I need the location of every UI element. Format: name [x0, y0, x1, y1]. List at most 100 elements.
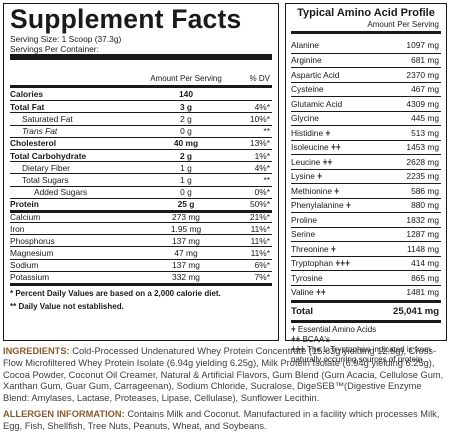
allergen-text: Contains Milk and Coconut. Manufactured … — [3, 409, 440, 431]
nutrient-amount: 25 g — [177, 199, 195, 210]
nutrient-name: Magnesium — [10, 248, 54, 259]
amino-value: 414 mg — [411, 258, 439, 269]
note-tryptophan: ǂǂǂ The L-Tryptophan indicated is from n… — [291, 345, 431, 364]
nutrient-row: Sodium 137 mg 6%* — [10, 258, 272, 271]
nutrient-row: Calcium 273 mg 21%* — [10, 209, 272, 223]
amino-name: Cysteine — [291, 84, 324, 95]
nutrient-row: Saturated Fat 2 g 10%* — [10, 112, 272, 124]
amino-name: Glutamic Acid — [291, 98, 343, 109]
nutrient-name: Calcium — [10, 212, 41, 223]
nutrient-dv: 4%* — [254, 101, 270, 112]
amino-value: 681 mg — [411, 55, 439, 66]
amino-value: 1481 mg — [406, 287, 439, 298]
amino-total-value: 25,041 mg — [393, 305, 439, 317]
supplement-facts-panel: Supplement Facts Serving Size: 1 Scoop (… — [3, 3, 279, 341]
nutrient-amount: 3 g — [179, 101, 193, 112]
nutrient-name: Calories — [10, 89, 44, 100]
amino-row: Alanine 1097 mg — [291, 38, 441, 53]
nutrient-row: Potassium 332 mg 7%* — [10, 270, 272, 283]
amino-name: Tryptophan ǂǂǂ — [291, 258, 351, 269]
allergen-block: ALLERGEN INFORMATION: Contains Milk and … — [3, 409, 447, 433]
nutrient-name: Total Sugars — [22, 174, 69, 185]
divider-thick — [10, 54, 272, 60]
amino-rows: Alanine 1097 mg Arginine 681 mg Aspartic Aci… — [291, 38, 441, 299]
amino-row: Glycine 445 mg — [291, 110, 441, 126]
dv-header: % DV — [249, 74, 270, 83]
amino-value: 586 mg — [411, 185, 439, 196]
amino-notes: ǂ Essential Amino Acids ǂǂ BCAA's ǂǂǂ Th… — [291, 325, 441, 365]
nutrient-name: Iron — [10, 223, 25, 234]
footnote-not-established: ** Daily Value not established. — [10, 302, 124, 311]
amino-row: Valine ǂǂ 1481 mg — [291, 284, 441, 300]
nutrient-amount: 2 g — [180, 113, 192, 124]
nutrient-row: Added Sugars 0 g 0%* — [10, 185, 272, 198]
amino-name: Valine ǂǂ — [291, 287, 326, 298]
nutrient-amount: 332 mg — [172, 272, 200, 283]
nutrient-name: Cholesterol — [10, 138, 57, 149]
amino-row: Glutamic Acid 4309 mg — [291, 96, 441, 111]
amino-name: Alanine — [291, 40, 319, 51]
amino-name: Lysine ǂ — [291, 171, 323, 182]
ingredients-block: INGREDIENTS: Cold-Processed Undenatured … — [3, 346, 447, 405]
amino-total-label: Total — [291, 305, 313, 317]
nutrient-name: Sodium — [10, 260, 39, 271]
nutrient-amount: 273 mg — [172, 212, 200, 223]
nutrient-row: Dietary Fiber 1 g 4%* — [10, 161, 272, 173]
ingredients-text: Cold-Processed Undenatured Whey Protein … — [3, 346, 444, 404]
nutrient-name: Saturated Fat — [22, 113, 73, 124]
amino-profile-title: Typical Amino Acid Profile — [297, 7, 435, 19]
nutrient-name: Phosphorus — [10, 235, 55, 246]
divider-medium — [291, 300, 441, 303]
nutrient-row: Iron 1.95 mg 11%* — [10, 222, 272, 234]
nutrient-row: Magnesium 47 mg 11%* — [10, 246, 272, 258]
divider-medium — [10, 283, 272, 286]
amino-row: Histidine ǂ 513 mg — [291, 125, 441, 140]
amino-value: 1453 mg — [406, 142, 439, 153]
nutrient-row: Protein 25 g 50%* — [10, 197, 272, 210]
nutrient-amount: 0 g — [180, 126, 192, 137]
nutrient-rows: Calories 140 Total Fat 3 g 4%* Saturated Fat 2… — [10, 88, 272, 283]
nutrient-name: Added Sugars — [34, 187, 88, 198]
nutrient-dv: 11%* — [250, 235, 270, 246]
amino-name: Aspartic Acid — [291, 69, 340, 80]
nutrient-amount: 40 mg — [173, 138, 199, 149]
amino-row: Isoleucine ǂǂ 1453 mg — [291, 139, 441, 155]
nutrient-dv: ** — [263, 126, 270, 137]
footnote-dv: * Percent Daily Values are based on a 2,… — [10, 289, 221, 298]
nutrient-dv: 21%* — [249, 212, 270, 223]
amino-name: Proline — [291, 214, 318, 225]
nutrient-name: Trans Fat — [22, 126, 58, 137]
amino-value: 4309 mg — [406, 98, 439, 109]
nutrient-name: Total Fat — [10, 101, 45, 112]
nutrient-amount: 0 g — [180, 187, 192, 198]
amino-value: 513 mg — [411, 127, 439, 138]
nutrient-dv: 11%* — [250, 248, 270, 259]
divider-medium — [10, 85, 272, 88]
amino-row: Threonine ǂ 1148 mg — [291, 241, 441, 256]
amino-row: Leucine ǂǂ 2628 mg — [291, 154, 441, 169]
nutrient-row: Total Sugars 1 g ** — [10, 173, 272, 185]
ingredients-label: INGREDIENTS: — [3, 346, 70, 356]
note-bcaa: ǂǂ BCAA's — [291, 335, 330, 344]
amino-value: 2370 mg — [406, 69, 439, 80]
amino-value: 1097 mg — [406, 40, 439, 51]
amino-value: 2628 mg — [406, 156, 439, 167]
amino-row: Serine 1287 mg — [291, 226, 441, 242]
amino-profile-subtitle: Amount Per Serving — [367, 20, 439, 29]
amino-value: 1148 mg — [407, 243, 439, 254]
nutrient-name: Potassium — [10, 272, 50, 283]
amino-name: Threonine ǂ — [291, 243, 336, 254]
amino-name: Histidine ǂ — [291, 127, 331, 138]
amino-value: 865 mg — [411, 272, 439, 283]
amino-name: Tyrosine — [291, 272, 323, 283]
nutrient-name: Total Carbohydrate — [10, 150, 87, 161]
amino-name: Arginine — [291, 55, 322, 66]
amino-row: Methionine ǂ 586 mg — [291, 183, 441, 198]
nutrient-amount: 2 g — [179, 150, 193, 161]
amino-row: Arginine 681 mg — [291, 52, 441, 68]
amino-total-row: Total 25,041 mg — [291, 303, 441, 319]
amino-row: Proline 1832 mg — [291, 212, 441, 227]
amino-value: 880 mg — [411, 200, 439, 211]
supplement-facts-title: Supplement Facts — [10, 4, 242, 34]
amino-row: Tryptophan ǂǂǂ 414 mg — [291, 255, 441, 271]
